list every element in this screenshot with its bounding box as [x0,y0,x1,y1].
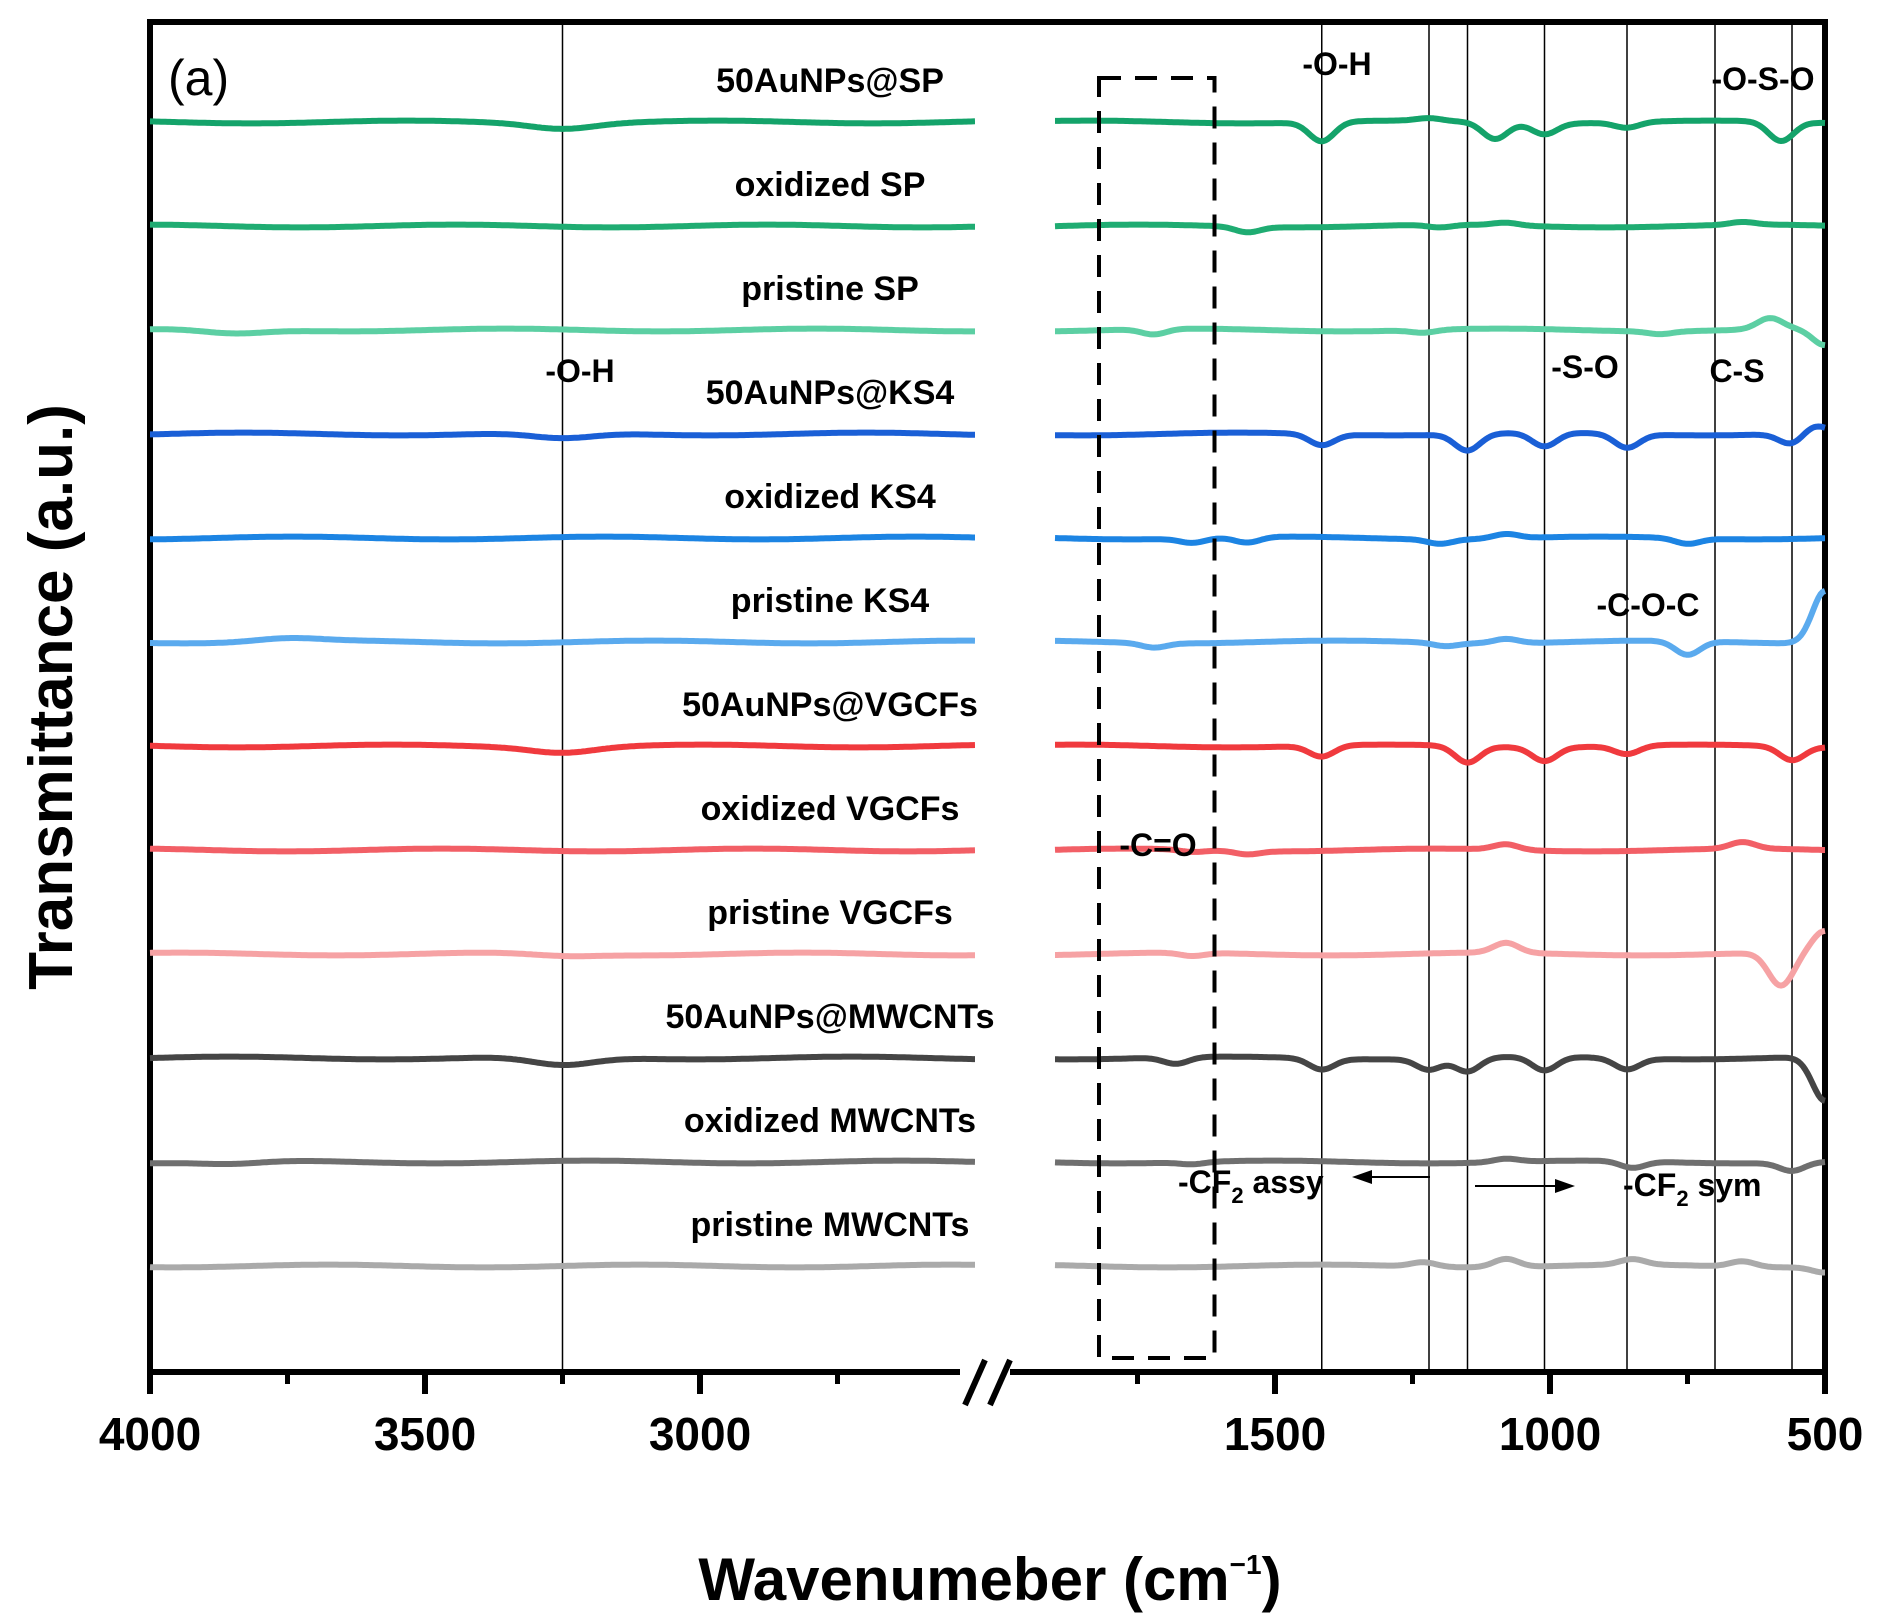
annotations: -O-H -O-S-O -O-H -S-O C-S -C-O-C -C=O -C… [545,46,1814,1211]
reference-lines [561,22,1793,1372]
annotation-co: -C=O [1119,827,1196,863]
series-labels: 50AuNPs@SP oxidized SP pristine SP 50AuNPs@… [665,62,994,1244]
axis-break-gap [975,26,1005,1368]
x-tick-label-4000: 4000 [99,1408,201,1460]
series-line-11-left [149,1261,976,1271]
series-line-1-right [1054,219,1826,236]
series-label-3: 50AuNPs@KS4 [706,374,955,412]
series-label-6: 50AuNPs@VGCFs [682,686,978,724]
series-label-2: pristine SP [741,270,919,308]
series-label-11: pristine MWCNTs [691,1206,970,1244]
y-axis-title: Transmittance (a.u.) [17,404,86,990]
dashed-box-outline [1097,76,1217,1360]
series-line-8-left [149,949,976,960]
series-label-4: oxidized KS4 [724,478,936,516]
series-line-0-right [1054,115,1826,145]
annotation-cs: C-S [1709,353,1764,389]
series-curves [149,26,1827,1368]
series-line-1-left [149,221,976,231]
series-line-9-right [1054,1053,1826,1104]
series-line-10-left [149,1157,976,1167]
series-line-5-right [1054,588,1827,658]
series-label-8: pristine VGCFs [707,894,953,932]
series-line-0-left [149,117,976,132]
carbonyl-box [1097,76,1217,1360]
annotation-oso: -O-S-O [1711,61,1814,97]
series-label-10: oxidized MWCNTs [684,1102,976,1140]
series-line-5-left [149,635,976,647]
panel-label: (a) [168,50,229,106]
series-line-7-right [1054,839,1826,858]
arrow-right-icon [1475,1179,1575,1193]
series-line-6-right [1054,741,1826,766]
series-line-8-right [1054,927,1826,989]
series-line-10-right [1054,1155,1826,1174]
annotation-oh-sp: -O-H [1302,46,1371,82]
annotation-coc: -C-O-C [1596,587,1699,623]
series-line-7-left [149,845,976,855]
x-tick-label-1500: 1500 [1224,1408,1326,1460]
annotation-cf2-sym: -CF2 sym [1623,1167,1762,1211]
series-line-4-right [1054,531,1826,547]
x-tick-label-3000: 3000 [649,1408,751,1460]
series-label-9: 50AuNPs@MWCNTs [665,998,994,1036]
annotation-cf2-assy: -CF2 assy [1178,1164,1324,1208]
series-label-7: oxidized VGCFs [701,790,960,828]
x-tick-label-3500: 3500 [374,1408,476,1460]
x-tick-label-500: 500 [1787,1408,1864,1460]
x-tick-label-1000: 1000 [1499,1408,1601,1460]
series-line-3-left [149,429,976,442]
annotation-so: -S-O [1551,349,1619,385]
series-line-2-left [149,325,976,337]
arrow-left-icon [1352,1170,1430,1184]
x-axis-title: Wavenumeber (cm−1) [698,1546,1281,1613]
series-label-1: oxidized SP [735,166,926,204]
series-line-6-left [149,741,976,756]
series-label-0: 50AuNPs@SP [716,62,944,100]
series-line-2-right [1054,315,1826,349]
series-line-9-left [149,1053,976,1068]
series-line-3-right [1054,423,1826,454]
series-line-4-left [149,533,976,543]
annotation-oh-ks4: -O-H [545,353,614,389]
x-axis-ticks: 4000 3500 3000 1500 1000 500 [99,1372,1864,1460]
series-line-11-right [1054,1255,1826,1276]
series-label-5: pristine KS4 [731,582,929,620]
axis-break [960,1340,1013,1407]
